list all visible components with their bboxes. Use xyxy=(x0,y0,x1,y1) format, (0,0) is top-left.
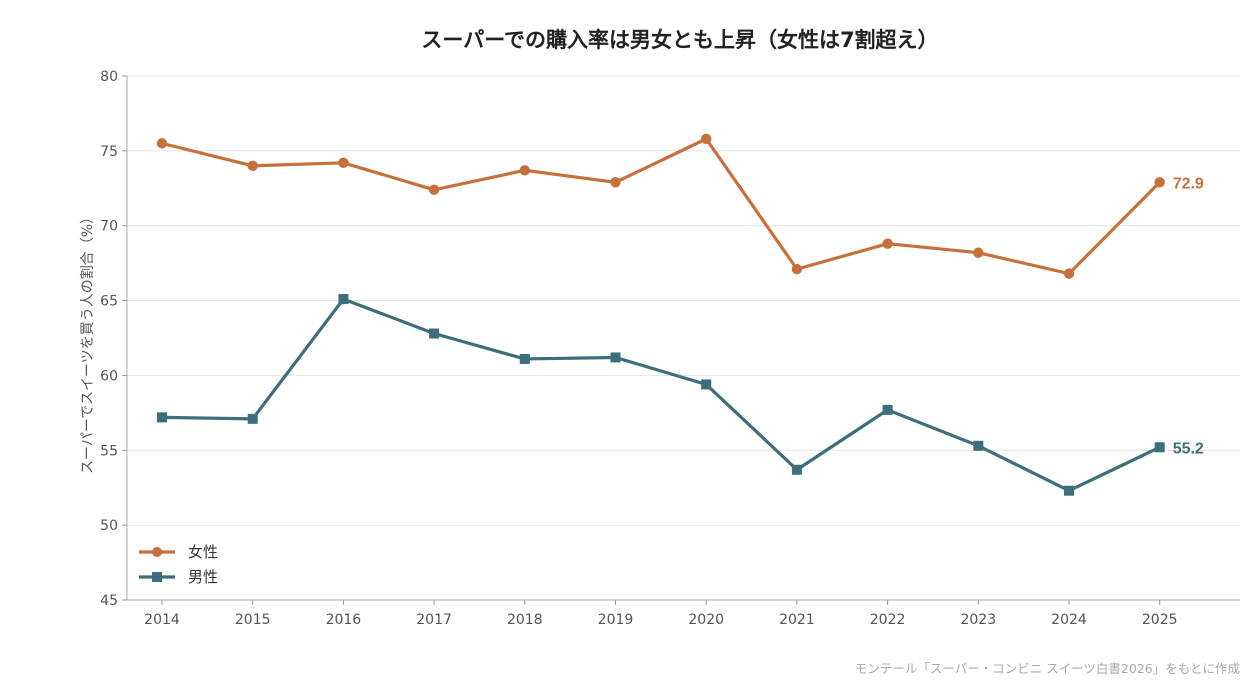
x-tick-label: 2023 xyxy=(960,612,996,628)
data-point xyxy=(1063,268,1075,279)
data-point xyxy=(973,440,984,451)
legend-marker xyxy=(152,547,162,557)
x-tick-label: 2014 xyxy=(144,612,180,628)
x-tick-label: 2018 xyxy=(507,612,543,628)
end-value-label: 72.9 xyxy=(1173,175,1204,192)
data-point xyxy=(247,160,258,172)
y-tick-label: 75 xyxy=(100,144,118,160)
x-tick-label: 2016 xyxy=(326,612,362,628)
data-point xyxy=(1154,442,1165,453)
y-tick-label: 65 xyxy=(100,294,118,310)
y-tick-label: 50 xyxy=(100,518,118,534)
end-value-label: 55.2 xyxy=(1173,440,1204,457)
source-note: モンテール「スーパー・コンビニ スイーツ白書2026」をもとに作成 xyxy=(855,661,1240,676)
grid-lines xyxy=(127,75,1240,526)
data-point xyxy=(1064,485,1074,496)
data-point xyxy=(882,238,893,249)
series-line xyxy=(161,137,1161,276)
legend-marker xyxy=(152,572,162,582)
x-tick-label: 2019 xyxy=(598,612,634,628)
data-point xyxy=(701,133,712,145)
data-point xyxy=(519,165,530,176)
data-point xyxy=(338,157,349,169)
data-point xyxy=(610,352,621,363)
data-point xyxy=(519,353,530,364)
x-tick-label: 2021 xyxy=(779,612,815,628)
legend-label: 男性 xyxy=(188,568,218,586)
series-male: 55.2 xyxy=(157,294,1204,496)
y-tick-label: 80 xyxy=(100,69,118,85)
data-point xyxy=(247,413,258,424)
chart-title: スーパーでの購入率は男女とも上昇（女性は7割超え） xyxy=(421,28,938,52)
x-tick-label: 2025 xyxy=(1142,612,1178,628)
data-point xyxy=(429,328,440,339)
y-tick-label: 45 xyxy=(100,593,118,609)
legend-label: 女性 xyxy=(188,543,218,561)
data-point xyxy=(338,294,349,305)
legend-item: 男性 xyxy=(139,568,218,586)
x-tick-label: 2020 xyxy=(688,612,724,628)
x-tick-label: 2024 xyxy=(1051,612,1087,628)
x-tick-label: 2017 xyxy=(416,612,452,628)
series-female: 72.9 xyxy=(156,133,1204,279)
data-point xyxy=(791,263,803,275)
legend-item: 女性 xyxy=(139,543,218,561)
series-line xyxy=(161,297,1161,493)
data-point xyxy=(701,379,712,390)
data-point xyxy=(791,464,802,475)
y-tick-label: 70 xyxy=(100,219,118,235)
series-group: 72.9 55.2 xyxy=(156,133,1204,496)
data-point xyxy=(428,184,440,195)
y-tick-label: 55 xyxy=(100,443,118,459)
data-point xyxy=(882,404,893,415)
data-point xyxy=(1154,177,1165,188)
y-tick-labels: 45 50 55 60 65 70 75 80 xyxy=(100,69,127,609)
x-tick-label: 2022 xyxy=(870,612,906,628)
data-point xyxy=(973,247,984,258)
data-point xyxy=(156,138,168,149)
y-axis-label: スーパーでスイーツを買う人の割合（%） xyxy=(79,210,96,474)
x-tick-label: 2015 xyxy=(235,612,271,628)
x-tick-labels: 2014 2015 2016 2017 2018 2019 2020 2021 2022 2023… xyxy=(144,600,1178,628)
data-point xyxy=(157,412,167,423)
axes xyxy=(126,76,1240,601)
data-point xyxy=(610,177,621,188)
y-tick-label: 60 xyxy=(100,368,118,384)
